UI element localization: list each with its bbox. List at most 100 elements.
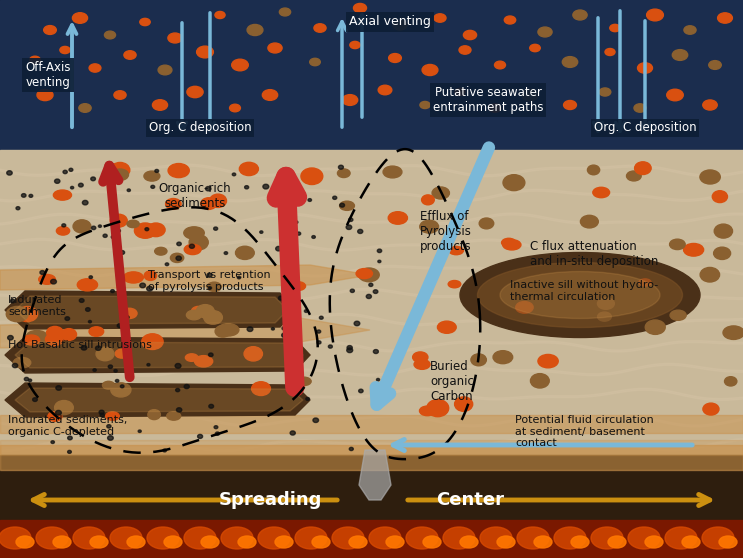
- Ellipse shape: [6, 306, 28, 322]
- Ellipse shape: [502, 238, 516, 247]
- Ellipse shape: [65, 317, 70, 320]
- Ellipse shape: [703, 403, 719, 415]
- Ellipse shape: [17, 306, 38, 321]
- Ellipse shape: [666, 89, 684, 101]
- Ellipse shape: [449, 247, 464, 254]
- Ellipse shape: [295, 527, 327, 549]
- Ellipse shape: [312, 536, 330, 548]
- Ellipse shape: [373, 290, 378, 294]
- Ellipse shape: [79, 183, 83, 187]
- Ellipse shape: [170, 253, 184, 262]
- Ellipse shape: [534, 536, 552, 548]
- Ellipse shape: [48, 412, 62, 421]
- Ellipse shape: [110, 162, 130, 178]
- Bar: [0, 415, 743, 433]
- Ellipse shape: [610, 25, 620, 32]
- Ellipse shape: [263, 184, 269, 189]
- Ellipse shape: [114, 91, 126, 99]
- Ellipse shape: [51, 280, 56, 284]
- Ellipse shape: [163, 449, 166, 452]
- Ellipse shape: [282, 333, 288, 338]
- Ellipse shape: [175, 363, 181, 368]
- Ellipse shape: [279, 296, 284, 300]
- Ellipse shape: [71, 186, 74, 189]
- Ellipse shape: [123, 272, 143, 283]
- Ellipse shape: [91, 226, 96, 229]
- Ellipse shape: [56, 386, 62, 390]
- Text: Org. C deposition: Org. C deposition: [594, 122, 696, 134]
- Ellipse shape: [460, 536, 478, 548]
- Ellipse shape: [460, 253, 700, 338]
- Ellipse shape: [72, 13, 88, 23]
- Text: Indurated sediments,
organic C-depleted: Indurated sediments, organic C-depleted: [8, 415, 127, 436]
- Ellipse shape: [517, 527, 549, 549]
- Ellipse shape: [626, 171, 641, 181]
- Ellipse shape: [588, 165, 600, 175]
- Ellipse shape: [206, 186, 211, 191]
- Ellipse shape: [645, 536, 663, 548]
- Ellipse shape: [244, 347, 262, 361]
- Ellipse shape: [700, 170, 720, 184]
- Ellipse shape: [115, 349, 129, 358]
- Bar: [0, 445, 743, 470]
- Ellipse shape: [85, 307, 90, 311]
- Ellipse shape: [295, 360, 299, 363]
- Ellipse shape: [260, 231, 263, 233]
- Ellipse shape: [709, 61, 721, 69]
- Bar: [0, 150, 743, 455]
- Ellipse shape: [69, 169, 73, 171]
- Ellipse shape: [111, 169, 129, 180]
- Ellipse shape: [317, 341, 321, 344]
- Ellipse shape: [144, 271, 157, 281]
- Ellipse shape: [151, 185, 155, 189]
- Ellipse shape: [63, 170, 68, 174]
- Ellipse shape: [350, 289, 354, 292]
- Ellipse shape: [16, 206, 20, 210]
- Ellipse shape: [177, 408, 182, 412]
- Ellipse shape: [339, 165, 343, 169]
- Ellipse shape: [312, 235, 315, 238]
- Ellipse shape: [44, 26, 56, 35]
- Ellipse shape: [26, 330, 48, 343]
- Ellipse shape: [628, 527, 660, 549]
- Text: Putative seawater
entrainment paths: Putative seawater entrainment paths: [432, 86, 543, 114]
- Ellipse shape: [117, 324, 122, 328]
- Ellipse shape: [495, 61, 505, 69]
- Ellipse shape: [639, 279, 651, 286]
- Ellipse shape: [275, 536, 293, 548]
- Ellipse shape: [89, 64, 101, 72]
- Ellipse shape: [117, 229, 120, 232]
- Ellipse shape: [432, 187, 450, 199]
- Ellipse shape: [422, 65, 438, 75]
- Ellipse shape: [218, 324, 239, 336]
- Ellipse shape: [702, 527, 734, 549]
- Ellipse shape: [531, 374, 549, 388]
- Ellipse shape: [291, 282, 305, 291]
- Ellipse shape: [184, 244, 201, 254]
- Ellipse shape: [210, 194, 227, 208]
- Ellipse shape: [268, 43, 282, 53]
- Ellipse shape: [207, 282, 221, 291]
- Ellipse shape: [247, 327, 253, 331]
- Ellipse shape: [214, 227, 218, 230]
- Ellipse shape: [107, 425, 111, 428]
- Ellipse shape: [106, 412, 120, 420]
- Ellipse shape: [562, 56, 578, 68]
- Ellipse shape: [291, 380, 305, 390]
- Bar: [0, 440, 743, 455]
- Bar: [0, 0, 743, 150]
- Ellipse shape: [186, 354, 198, 362]
- Ellipse shape: [310, 58, 320, 66]
- Ellipse shape: [187, 86, 203, 98]
- Ellipse shape: [591, 527, 623, 549]
- Ellipse shape: [554, 527, 586, 549]
- Ellipse shape: [142, 334, 163, 349]
- Ellipse shape: [354, 3, 366, 13]
- Ellipse shape: [207, 273, 212, 277]
- Ellipse shape: [684, 26, 696, 34]
- Polygon shape: [0, 318, 370, 348]
- Ellipse shape: [713, 247, 730, 259]
- Ellipse shape: [347, 345, 352, 350]
- Ellipse shape: [383, 166, 402, 178]
- Ellipse shape: [605, 49, 615, 55]
